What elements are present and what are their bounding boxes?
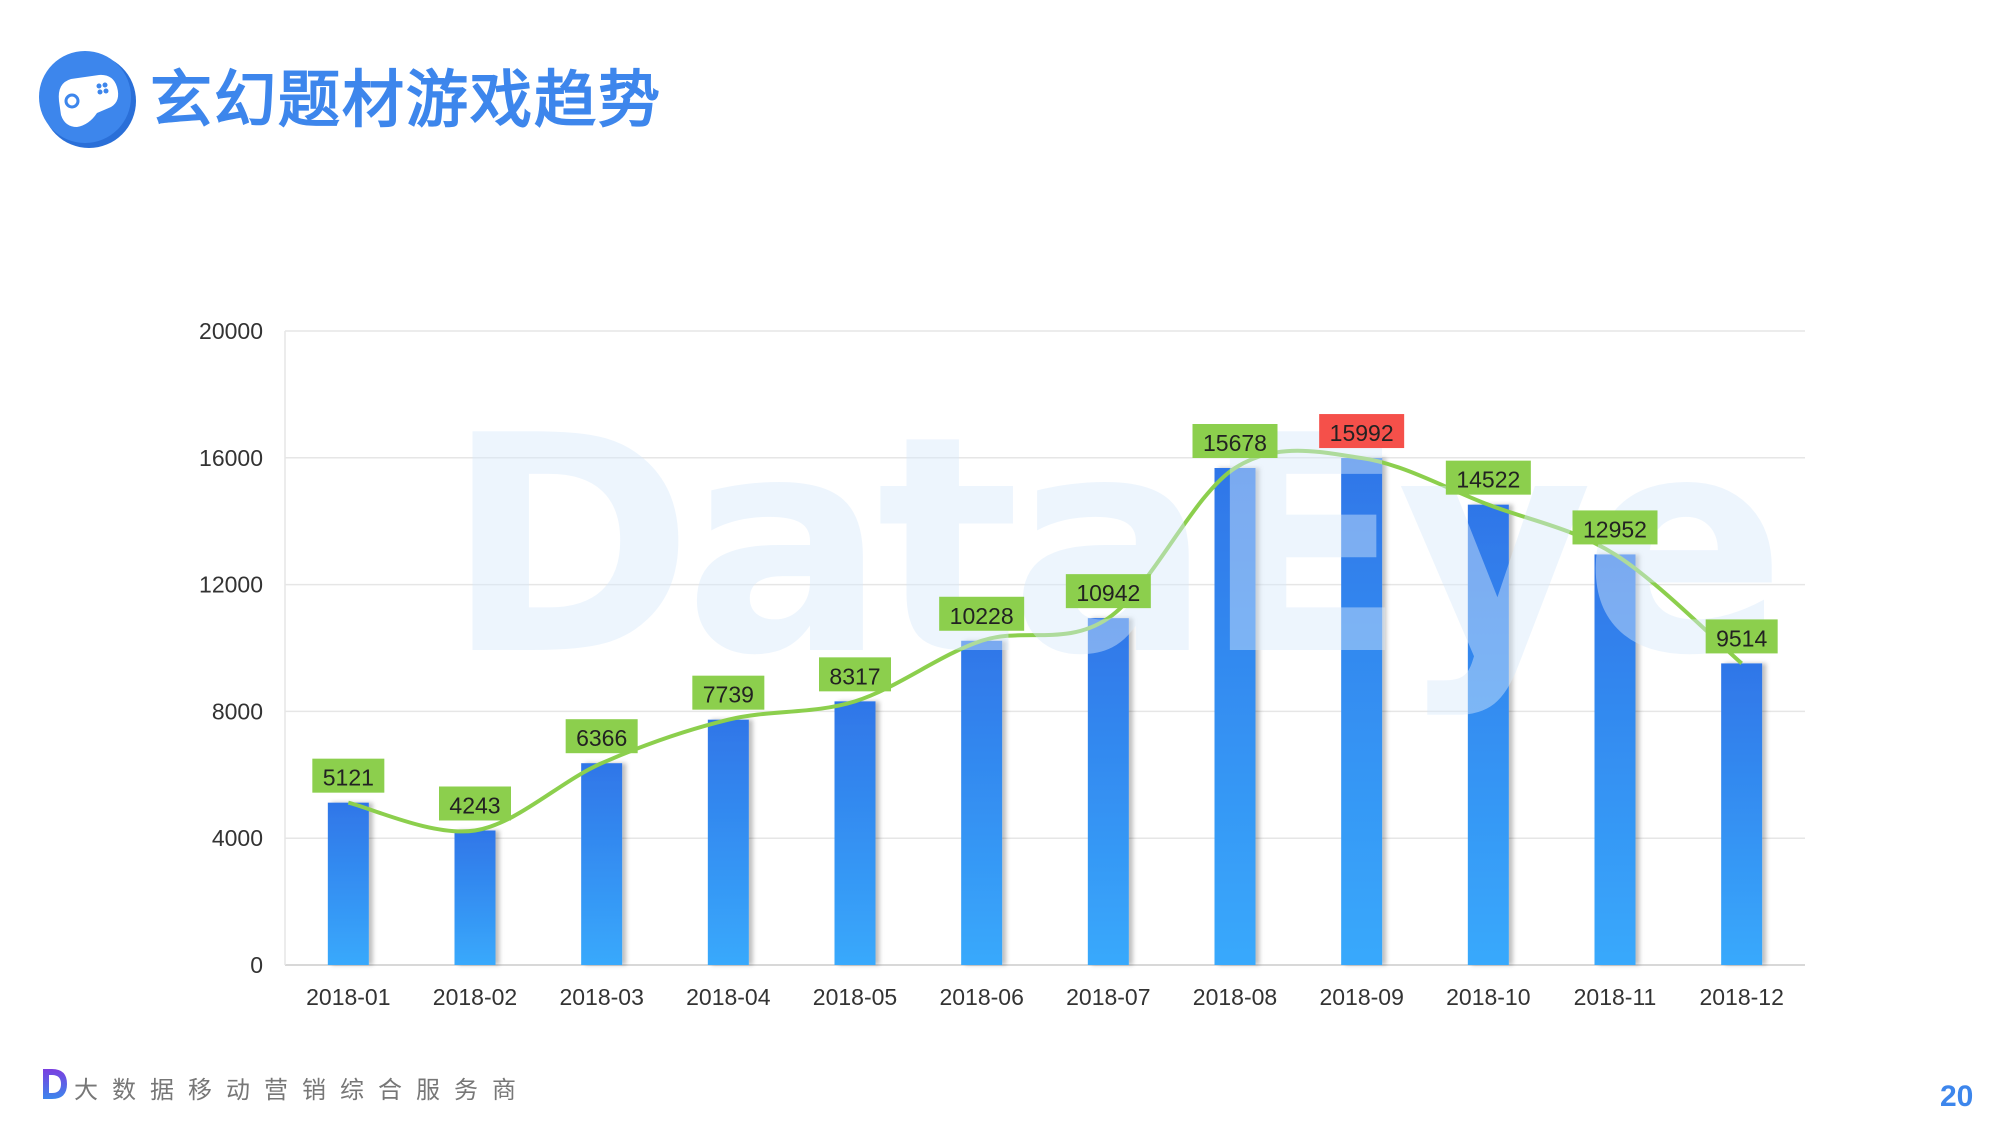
x-tick-label: 2018-12 bbox=[1699, 984, 1783, 1010]
data-label: 4243 bbox=[449, 792, 500, 818]
y-tick-label: 20000 bbox=[199, 318, 263, 344]
x-tick-label: 2018-10 bbox=[1446, 984, 1530, 1010]
data-label: 7739 bbox=[703, 682, 754, 708]
x-tick-label: 2018-11 bbox=[1574, 984, 1657, 1010]
data-label: 6366 bbox=[576, 725, 627, 751]
data-label: 10228 bbox=[950, 603, 1014, 629]
bar bbox=[327, 802, 369, 965]
data-label-bg bbox=[692, 675, 765, 710]
data-label-bg bbox=[1445, 460, 1531, 495]
page-number: 20 bbox=[1940, 1080, 1974, 1113]
trend-line bbox=[347, 448, 1743, 834]
data-label-bg bbox=[1192, 424, 1278, 459]
gamepad-icon bbox=[39, 51, 136, 148]
data-label-bg bbox=[1065, 574, 1151, 609]
bar bbox=[581, 763, 623, 965]
watermark: DataEye bbox=[445, 372, 1776, 721]
x-tick-label: 2018-07 bbox=[1066, 984, 1150, 1010]
data-label-bg bbox=[312, 758, 385, 793]
bar bbox=[961, 640, 1003, 965]
data-label: 5121 bbox=[323, 765, 374, 791]
x-tick-label: 2018-08 bbox=[1193, 984, 1277, 1010]
dataeye-d-logo bbox=[43, 1069, 67, 1099]
bar bbox=[1467, 504, 1509, 965]
x-tick-label: 2018-03 bbox=[559, 984, 643, 1010]
data-label-max-bg bbox=[1319, 414, 1405, 449]
y-tick-label: 8000 bbox=[212, 698, 263, 724]
x-tick-label: 2018-01 bbox=[306, 984, 390, 1010]
data-label-bg bbox=[1572, 510, 1658, 545]
data-label: 14522 bbox=[1456, 467, 1520, 493]
data-label: 8317 bbox=[829, 663, 880, 689]
y-tick-label: 12000 bbox=[199, 572, 263, 598]
x-tick-label: 2018-05 bbox=[813, 984, 897, 1010]
y-tick-label: 4000 bbox=[212, 825, 263, 851]
data-label-bg bbox=[939, 596, 1025, 631]
bar bbox=[1721, 663, 1763, 965]
data-label: 9514 bbox=[1716, 625, 1767, 651]
data-label: 15992 bbox=[1330, 420, 1394, 446]
bar bbox=[454, 830, 496, 965]
data-label-bg bbox=[565, 719, 638, 754]
bar bbox=[1087, 618, 1129, 965]
data-label: 12952 bbox=[1583, 516, 1647, 542]
y-tick-label: 0 bbox=[250, 952, 263, 978]
bar bbox=[1341, 458, 1383, 965]
footer-tagline: 大数据移动营销综合服务商 bbox=[74, 1076, 530, 1104]
bar bbox=[834, 701, 876, 965]
x-tick-label: 2018-09 bbox=[1319, 984, 1403, 1010]
x-tick-label: 2018-04 bbox=[686, 984, 771, 1010]
data-label-bg bbox=[439, 786, 511, 821]
y-tick-label: 16000 bbox=[199, 445, 263, 471]
data-label: 10942 bbox=[1076, 580, 1140, 606]
x-tick-label: 2018-02 bbox=[433, 984, 517, 1010]
data-label-bg bbox=[1705, 619, 1778, 654]
bar bbox=[1214, 468, 1256, 965]
bar bbox=[707, 719, 749, 965]
x-tick-label: 2018-06 bbox=[939, 984, 1023, 1010]
data-label-bg bbox=[819, 657, 891, 692]
page-title: 玄幻题材游戏趋势 bbox=[150, 63, 663, 136]
bar bbox=[1594, 554, 1636, 965]
data-label: 15678 bbox=[1203, 430, 1267, 456]
